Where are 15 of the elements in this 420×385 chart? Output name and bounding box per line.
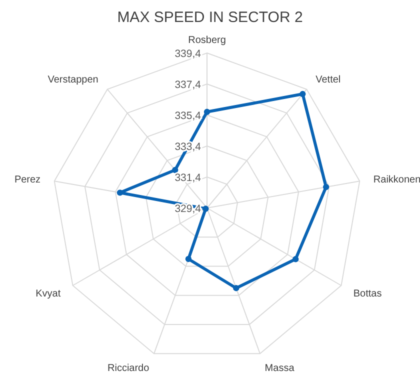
y-tick-label: 329,4 xyxy=(174,203,202,215)
spoke-label: Perez xyxy=(14,174,41,186)
spoke-label: Ricciardo xyxy=(108,362,150,374)
spoke-label: Raikkonen xyxy=(373,174,420,186)
spoke-label: Bottas xyxy=(353,288,382,300)
spoke-label: Massa xyxy=(264,362,295,374)
y-tick-label: 331,4 xyxy=(174,172,202,184)
spoke-label: Kvyat xyxy=(36,288,61,300)
chart-title: MAX SPEED IN SECTOR 2 xyxy=(117,9,303,26)
y-tick-label: 339,4 xyxy=(174,48,202,60)
spoke-label: Verstappen xyxy=(48,74,98,86)
spoke-label: Vettel xyxy=(316,74,341,86)
spoke-label: Rosberg xyxy=(188,35,226,46)
y-tick-label: 335,4 xyxy=(174,110,202,122)
y-tick-label: 337,4 xyxy=(174,79,202,91)
